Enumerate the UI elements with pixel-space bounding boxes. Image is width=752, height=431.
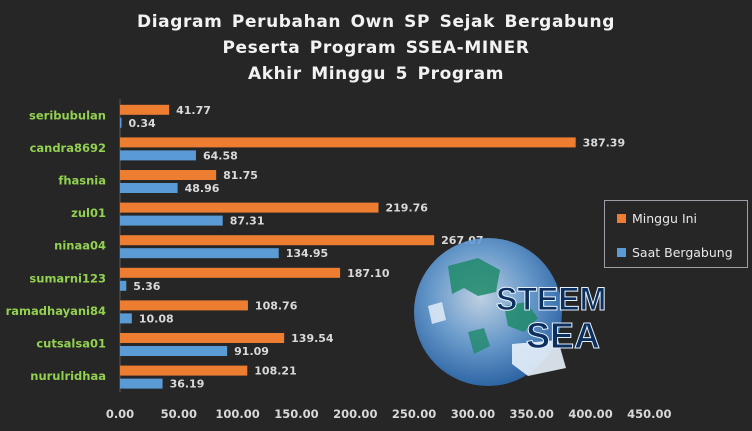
bar-saat-bergabung [120,215,223,226]
x-tick-label: 0.00 [106,407,134,421]
steem-sea-logo: STEEM SEA [408,236,608,396]
x-tick-label: 200.00 [333,407,377,421]
bar-minggu-ini [120,300,248,311]
x-tick-label: 100.00 [215,407,259,421]
x-tick-label: 50.00 [161,407,197,421]
value-label-saat-bergabung: 134.95 [286,247,328,260]
category-label: cutsalsa01 [36,337,106,351]
value-label-saat-bergabung: 36.19 [170,378,205,391]
logo-text-sea: SEA [526,315,600,356]
value-label-saat-bergabung: 0.34 [129,117,156,130]
bar-minggu-ini [120,104,170,115]
value-label-minggu-ini: 187.10 [347,267,390,280]
bar-saat-bergabung [120,248,279,259]
value-label-minggu-ini: 139.54 [291,332,334,345]
value-label-minggu-ini: 41.77 [176,104,211,117]
value-label-saat-bergabung: 91.09 [234,345,269,358]
bar-minggu-ini [120,137,576,148]
category-label: sumarni123 [29,271,106,285]
legend-item-minggu-ini: Minggu Ini [617,211,697,226]
bar-saat-bergabung [120,313,132,324]
x-tick-label: 350.00 [510,407,554,421]
value-label-minggu-ini: 387.39 [583,136,625,149]
legend-item-saat-bergabung: Saat Bergabung [617,245,733,260]
bar-saat-bergabung [120,280,127,291]
value-label-minggu-ini: 81.75 [223,169,258,182]
chart-title-line-3: Akhir Minggu 5 Program [247,64,505,84]
legend: Minggu Ini Saat Bergabung [604,200,748,268]
category-label: ramadhayani84 [6,304,106,318]
chart-title-line-1: Diagram Perubahan Own SP Sejak Bergabung [137,12,615,32]
value-label-minggu-ini: 219.76 [386,202,429,215]
bar-saat-bergabung [120,117,122,128]
chart-title-line-2: Peserta Program SSEA-MINER [222,38,530,58]
category-label: candra8692 [30,141,106,155]
logo-text-steem: STEEM [496,281,606,317]
x-tick-label: 150.00 [274,407,318,421]
category-label: nurulridhaa [30,369,106,383]
globe-icon: STEEM SEA [414,238,607,386]
category-label: zul01 [71,206,106,220]
x-tick-label: 400.00 [568,407,612,421]
category-label: ninaa04 [54,239,106,253]
value-label-saat-bergabung: 64.58 [203,149,238,162]
legend-label-minggu-ini: Minggu Ini [632,211,698,226]
value-label-minggu-ini: 108.76 [255,299,298,312]
bar-saat-bergabung [120,378,163,389]
bar-minggu-ini [120,333,285,343]
value-label-saat-bergabung: 48.96 [185,182,220,195]
legend-swatch-minggu-ini [617,214,626,223]
bar-minggu-ini [120,202,379,213]
bar-minggu-ini [120,235,435,246]
bar-saat-bergabung [120,183,178,193]
category-label: fhasnia [58,174,106,188]
value-label-saat-bergabung: 10.08 [139,312,174,325]
x-tick-label: 250.00 [392,407,436,421]
x-tick-label: 450.00 [627,407,671,421]
x-tick-label: 300.00 [451,407,495,421]
value-label-saat-bergabung: 87.31 [230,215,265,228]
legend-swatch-saat-bergabung [617,248,626,257]
category-label: seribubulan [29,108,106,122]
value-label-saat-bergabung: 5.36 [133,280,160,293]
value-label-minggu-ini: 108.21 [254,365,296,378]
legend-label-saat-bergabung: Saat Bergabung [632,245,733,260]
bar-saat-bergabung [120,346,228,356]
bar-minggu-ini [120,365,248,376]
bar-minggu-ini [120,267,341,278]
bar-saat-bergabung [120,150,196,161]
bar-minggu-ini [120,170,217,180]
